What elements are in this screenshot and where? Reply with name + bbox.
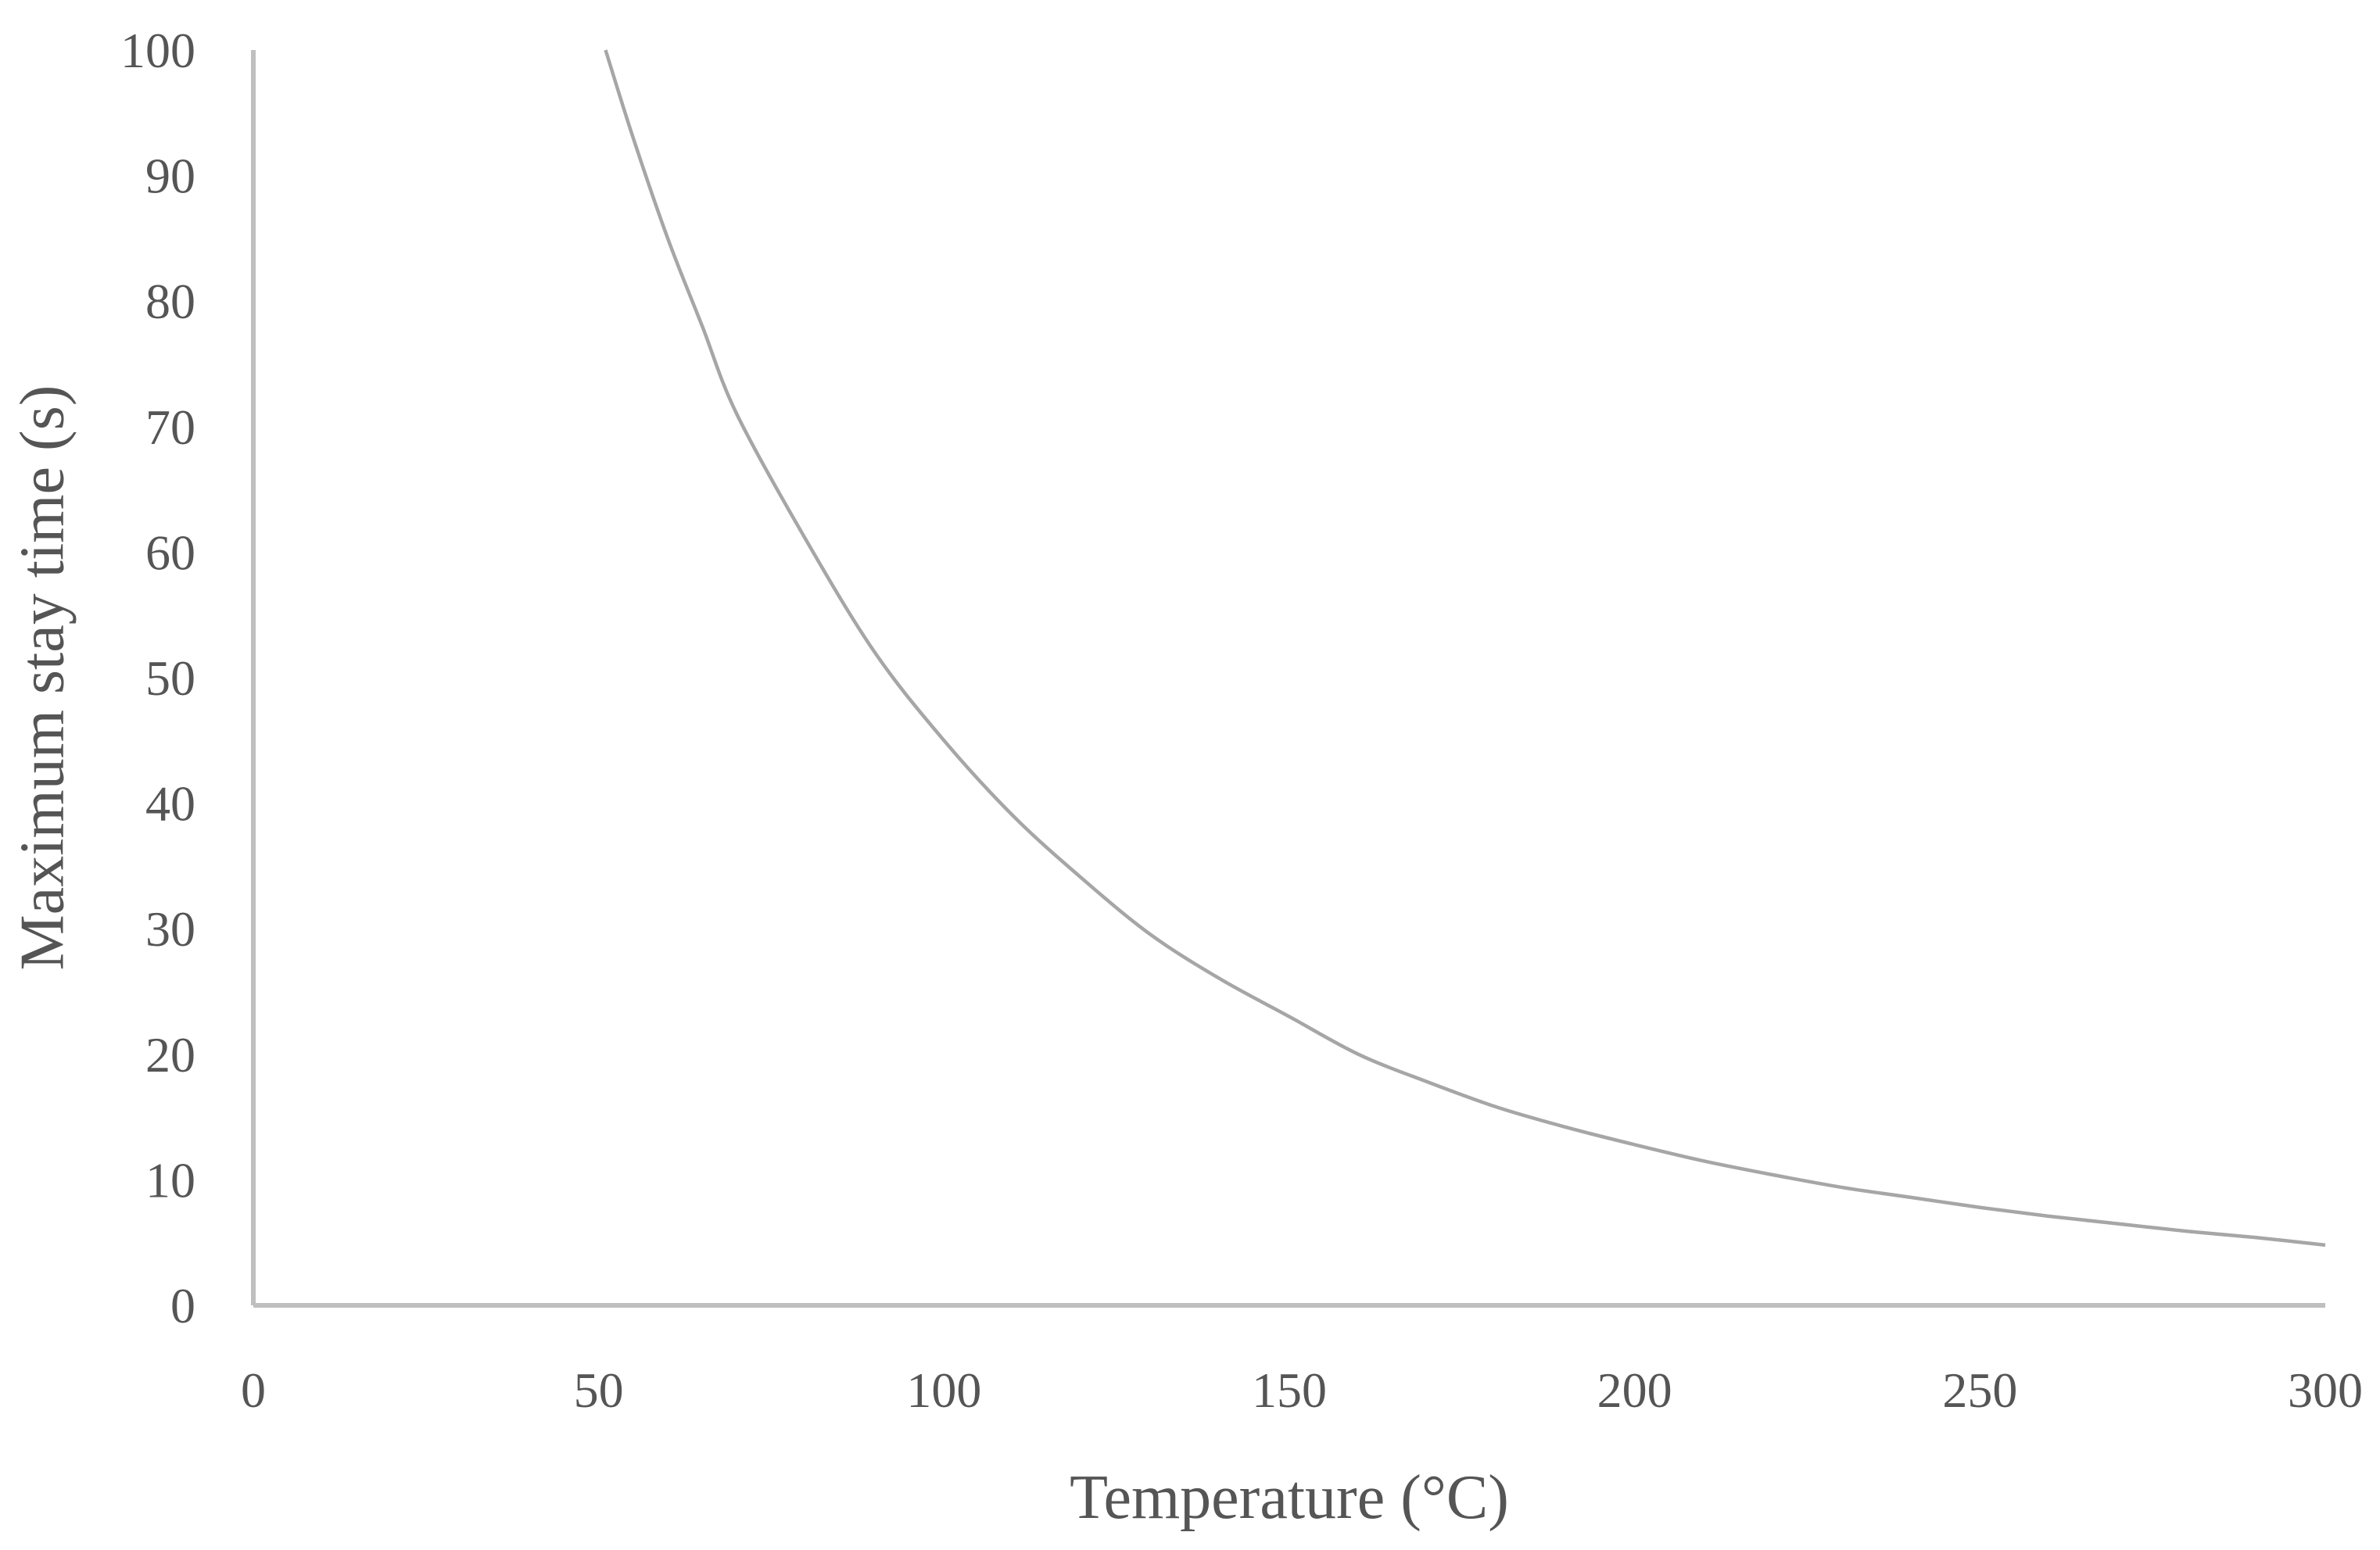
y-tick-label: 70	[145, 399, 195, 455]
y-tick-label: 40	[145, 776, 195, 832]
x-tick-label: 0	[241, 1362, 266, 1418]
y-tick-label: 0	[170, 1278, 195, 1333]
y-tick-labels: 0 10 20 30 40 50 60 70 80 90 100	[120, 23, 195, 1333]
series-line-0	[604, 49, 2326, 1248]
y-axis-title: Maximum stay time (s)	[8, 385, 77, 971]
x-tick-label: 150	[1252, 1362, 1327, 1418]
x-tick-labels: 0 50 100 150 200 250 300	[241, 1362, 2363, 1418]
series-group	[604, 49, 2326, 1248]
y-tick-label: 60	[145, 524, 195, 580]
x-tick-label: 300	[2288, 1362, 2363, 1418]
x-axis-title: Temperature (°C)	[1070, 1463, 1509, 1532]
x-tick-label: 200	[1597, 1362, 1672, 1418]
x-tick-label: 50	[574, 1362, 624, 1418]
x-tick-label: 250	[1942, 1362, 2017, 1418]
x-tick-label: 100	[906, 1362, 981, 1418]
y-tick-label: 90	[145, 149, 195, 204]
y-tick-label: 50	[145, 650, 195, 706]
y-tick-label: 20	[145, 1027, 195, 1083]
y-tick-label: 100	[120, 23, 195, 78]
y-tick-label: 10	[145, 1152, 195, 1208]
y-tick-label: 80	[145, 274, 195, 329]
y-tick-label: 30	[145, 901, 195, 957]
